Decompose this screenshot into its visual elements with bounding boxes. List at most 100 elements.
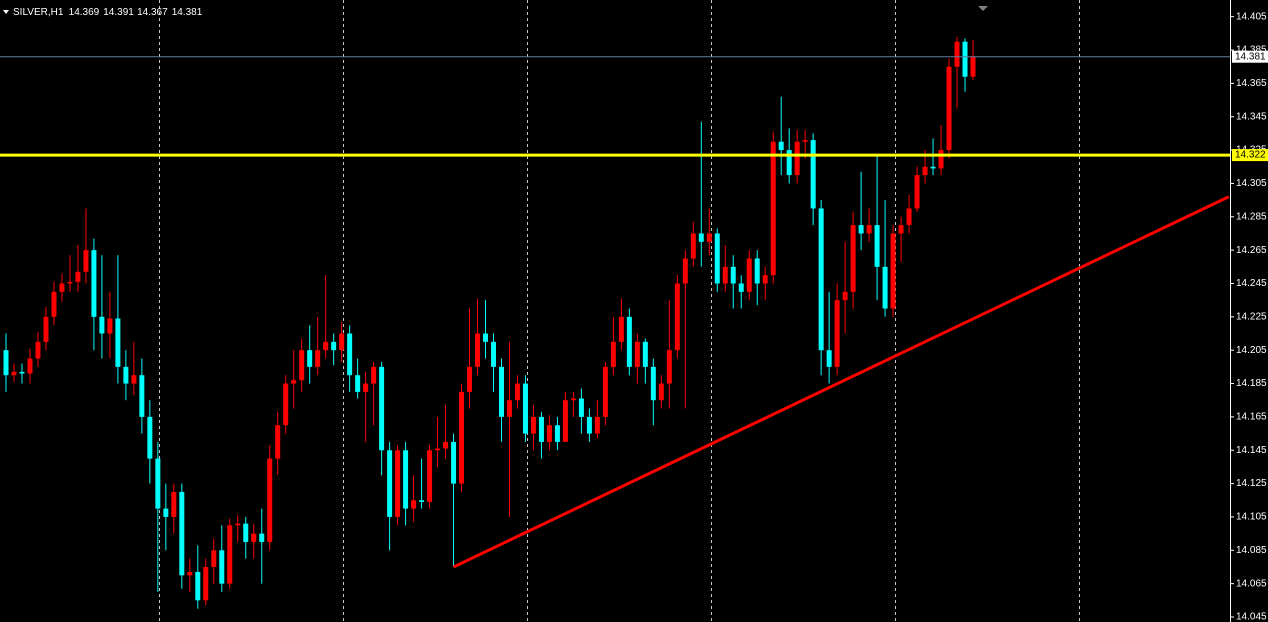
candle-body (698, 233, 704, 242)
candle-body (195, 571, 201, 601)
candle-body (946, 66, 952, 151)
candle-body (962, 41, 968, 77)
price-label-box (1232, 50, 1268, 63)
y-tick-label: 14.145 (1236, 445, 1267, 456)
candle-body (522, 383, 528, 434)
candle-body (610, 341, 616, 367)
candle-body (411, 500, 417, 509)
plot (0, 36, 1230, 609)
candle-body (562, 400, 568, 442)
candle-body (115, 318, 121, 367)
candle-body (490, 341, 496, 367)
candle-body (714, 233, 720, 284)
candle-body (51, 291, 57, 317)
candle-body (530, 416, 536, 434)
h-line-label-box (1232, 149, 1268, 162)
candle-body (83, 250, 89, 272)
candle-body (67, 281, 73, 284)
candle-body (155, 458, 161, 509)
candle-body (858, 225, 864, 234)
symbol-text: SILVER,H1 (13, 7, 64, 18)
candle-body (243, 523, 249, 542)
candle-body (107, 318, 113, 334)
candle-body (738, 283, 744, 292)
price-label: 14.381 (1235, 51, 1266, 62)
candle-body (203, 566, 209, 601)
candle-body (570, 398, 576, 401)
candle-body (634, 341, 640, 367)
candle-body (930, 166, 936, 169)
candle-body (99, 316, 105, 334)
candle-body (123, 366, 129, 384)
y-tick-label: 14.405 (1236, 11, 1267, 22)
axis: 14.40514.38514.36514.34514.32514.30514.2… (1230, 11, 1268, 622)
candle-body (251, 533, 257, 542)
candle-body (898, 225, 904, 234)
candle-body (842, 291, 848, 301)
y-tick-label: 14.345 (1236, 111, 1267, 122)
y-tick-label: 14.245 (1236, 278, 1267, 289)
candle-body (690, 233, 696, 259)
y-tick-label: 14.165 (1236, 412, 1267, 423)
y-tick-label: 14.045 (1236, 612, 1267, 622)
y-tick-label: 14.085 (1236, 545, 1267, 556)
candle-body (706, 233, 712, 242)
header: SILVER,H1 14.369 14.391 14.367 14.381 (3, 7, 203, 18)
candle-body (938, 150, 944, 169)
candle-body (211, 550, 217, 567)
candle-body (371, 366, 377, 384)
candle-body (882, 266, 888, 309)
candle-body (594, 416, 600, 434)
grid (159, 0, 1080, 622)
candle-body (459, 391, 465, 484)
candle-body (818, 208, 824, 351)
y-tick-label: 14.185 (1236, 378, 1267, 389)
candle-body (355, 375, 361, 392)
candle-body (506, 400, 512, 417)
candle-body (347, 333, 353, 376)
candle-body (35, 341, 41, 359)
candle-body (483, 333, 489, 342)
candle-body (11, 371, 17, 376)
candle-body (602, 366, 608, 417)
candle-body (770, 141, 776, 276)
candle-body (315, 350, 321, 367)
candle-body (307, 350, 313, 367)
candle-body (658, 383, 664, 401)
trendline (452, 195, 1230, 569)
candle-body (914, 175, 920, 209)
candle-body (722, 266, 728, 284)
candle-body (890, 233, 896, 309)
candle-body (179, 491, 185, 576)
candle-body (922, 166, 928, 176)
candle-body (451, 441, 457, 484)
candle-body (794, 141, 800, 176)
candle-body (834, 300, 840, 367)
candle-body (363, 383, 369, 392)
y-tick-label: 14.065 (1236, 578, 1267, 589)
candle-body (674, 283, 680, 351)
candle-body (850, 225, 856, 292)
candle-body (323, 341, 329, 351)
candle-body (427, 450, 433, 502)
candle-body (746, 258, 752, 292)
candle-body (666, 350, 672, 384)
candle-body (435, 448, 441, 451)
candle-body (75, 271, 81, 282)
candle-body (954, 41, 960, 67)
candle-body (27, 358, 33, 374)
candle-body (786, 150, 792, 176)
y-tick-label: 14.205 (1236, 345, 1267, 356)
ohlc-open: 14.369 (69, 7, 100, 18)
y-tick-label: 14.385 (1236, 45, 1267, 56)
candle-body (379, 366, 385, 451)
candle-body (874, 225, 880, 267)
candle-body (163, 508, 169, 517)
candle-body (299, 350, 305, 381)
h-line-label: 14.322 (1235, 150, 1266, 161)
menu-arrow (3, 10, 9, 14)
y-tick-label: 14.125 (1236, 478, 1267, 489)
candle-body (554, 425, 560, 442)
